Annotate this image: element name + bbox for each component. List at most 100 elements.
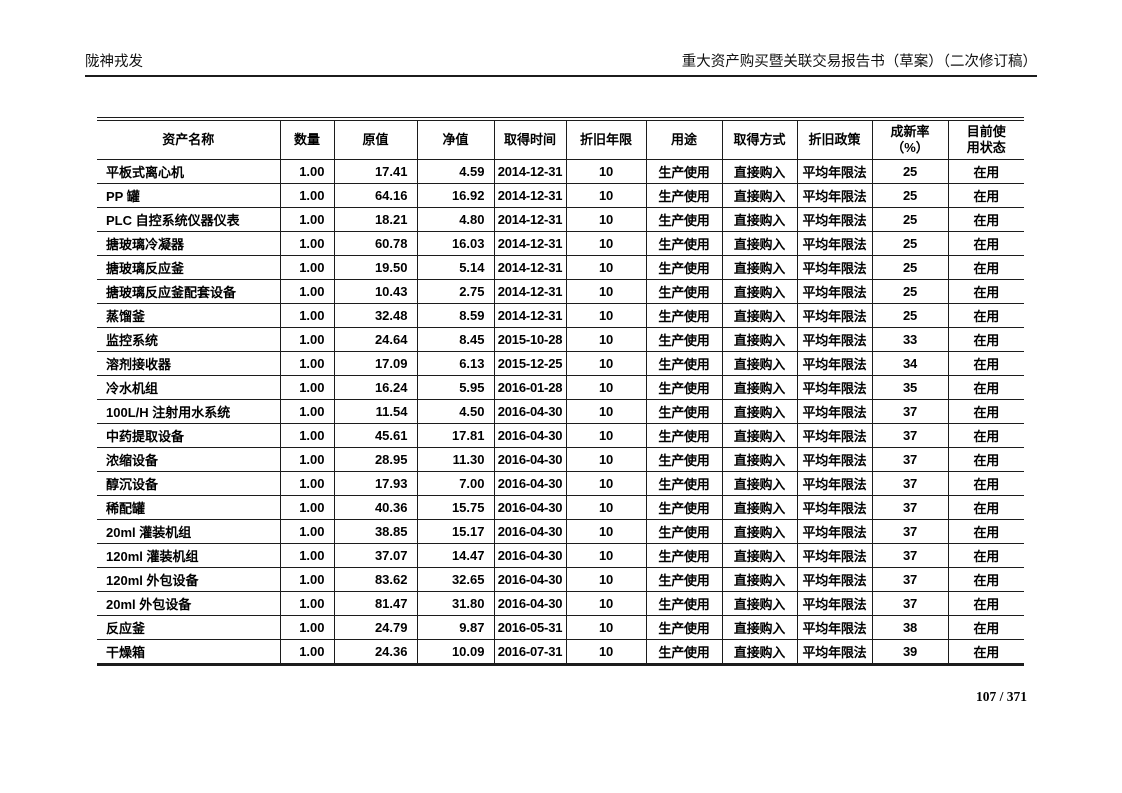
cell-orig: 83.62 [333, 566, 417, 591]
cell-method: 直接购入 [721, 638, 797, 663]
cell-policy: 平均年限法 [796, 278, 872, 303]
cell-status: 在用 [947, 230, 1024, 255]
cell-rate: 25 [871, 278, 948, 303]
cell-name: 稀配罐 [97, 494, 280, 519]
cell-method: 直接购入 [721, 398, 797, 423]
cell-qty: 1.00 [279, 302, 334, 327]
col-header-acq-method: 取得方式 [721, 121, 797, 159]
cell-status: 在用 [947, 638, 1024, 663]
cell-method: 直接购入 [721, 230, 797, 255]
cell-rate: 37 [871, 470, 948, 495]
cell-orig: 17.09 [333, 350, 417, 375]
cell-status: 在用 [947, 206, 1024, 231]
table-row: 20ml 灌装机组 1.00 38.85 15.17 2016-04-30 10 生产使用直… [97, 518, 1024, 543]
asset-table-body: 平板式离心机 1.00 17.41 4.59 2014-12-31 10 生产使用 直接购入平… [97, 158, 1024, 663]
col-header-status: 目前使 用状态 [947, 121, 1024, 159]
cell-status: 在用 [947, 350, 1024, 375]
cell-net: 32.65 [416, 566, 494, 591]
cell-policy: 平均年限法 [796, 542, 872, 567]
cell-years: 10 [565, 614, 646, 639]
cell-rate: 25 [871, 230, 948, 255]
cell-rate: 25 [871, 182, 948, 207]
cell-usage: 生产使用 [645, 614, 722, 639]
page-number: 107 / 371 [975, 689, 1027, 704]
table-row: PLC 自控系统仪器仪表 1.00 18.21 4.80 2014-12-31 10 生产使… [97, 206, 1024, 231]
cell-usage: 生产使用 [645, 374, 722, 399]
cell-status: 在用 [947, 614, 1024, 639]
cell-status: 在用 [947, 590, 1024, 615]
table-row: 监控系统 1.00 24.64 8.45 2015-10-28 10 生产使用 直接购入 平均年… [97, 326, 1024, 351]
table-row: 平板式离心机 1.00 17.41 4.59 2014-12-31 10 生产使用 直接购入平… [97, 158, 1024, 183]
cell-status: 在用 [947, 374, 1024, 399]
cell-policy: 平均年限法 [796, 230, 872, 255]
cell-name: 20ml 外包设备 [97, 590, 280, 615]
cell-orig: 45.61 [333, 422, 417, 447]
cell-years: 10 [565, 350, 646, 375]
cell-name: 反应釜 [97, 614, 280, 639]
cell-name: 中药提取设备 [97, 422, 280, 447]
cell-rate: 39 [871, 638, 948, 663]
cell-orig: 37.07 [333, 542, 417, 567]
col-header-new-rate: 成新率 （%） [871, 121, 948, 159]
cell-usage: 生产使用 [645, 446, 722, 471]
cell-orig: 81.47 [333, 590, 417, 615]
cell-policy: 平均年限法 [796, 518, 872, 543]
cell-method: 直接购入 [721, 422, 797, 447]
cell-policy: 平均年限法 [796, 398, 872, 423]
cell-qty: 1.00 [279, 566, 334, 591]
running-header: 陇神戎发 重大资产购买暨关联交易报告书（草案）（二次修订稿） [85, 50, 1037, 77]
cell-method: 直接购入 [721, 302, 797, 327]
cell-qty: 1.00 [279, 230, 334, 255]
cell-date: 2016-04-30 [493, 422, 566, 447]
cell-name: 醇沉设备 [97, 470, 280, 495]
cell-qty: 1.00 [279, 254, 334, 279]
col-header-usage: 用途 [645, 121, 722, 159]
cell-net: 4.59 [416, 158, 494, 183]
cell-orig: 16.24 [333, 374, 417, 399]
cell-policy: 平均年限法 [796, 254, 872, 279]
cell-rate: 35 [871, 374, 948, 399]
table-row: 搪玻璃反应釜 1.00 19.50 5.14 2014-12-31 10 生产使用 直接购入平… [97, 254, 1024, 279]
cell-orig: 64.16 [333, 182, 417, 207]
cell-net: 17.81 [416, 422, 494, 447]
cell-years: 10 [565, 446, 646, 471]
cell-years: 10 [565, 398, 646, 423]
cell-status: 在用 [947, 518, 1024, 543]
cell-policy: 平均年限法 [796, 638, 872, 663]
cell-usage: 生产使用 [645, 422, 722, 447]
table-row: 搪玻璃反应釜配套设备 1.00 10.43 2.75 2014-12-31 10 生产使用直… [97, 278, 1024, 303]
cell-policy: 平均年限法 [796, 374, 872, 399]
cell-date: 2016-04-30 [493, 590, 566, 615]
cell-orig: 38.85 [333, 518, 417, 543]
cell-usage: 生产使用 [645, 566, 722, 591]
cell-orig: 60.78 [333, 230, 417, 255]
cell-qty: 1.00 [279, 374, 334, 399]
cell-policy: 平均年限法 [796, 494, 872, 519]
cell-usage: 生产使用 [645, 590, 722, 615]
col-header-depr-years: 折旧年限 [565, 121, 646, 159]
cell-rate: 37 [871, 446, 948, 471]
cell-policy: 平均年限法 [796, 182, 872, 207]
cell-orig: 40.36 [333, 494, 417, 519]
header-row: 资产名称 数量 原值 净值 取得时间 折旧年限 用途 取得方式 折旧政策 成新率… [97, 121, 1024, 159]
cell-years: 10 [565, 470, 646, 495]
table-row: 冷水机组 1.00 16.24 5.95 2016-01-28 10 生产使用 直接购入 平均年… [97, 374, 1024, 399]
cell-qty: 1.00 [279, 326, 334, 351]
table-row: 120ml 灌装机组 1.00 37.07 14.47 2016-04-30 10 生产使用… [97, 542, 1024, 567]
cell-date: 2014-12-31 [493, 254, 566, 279]
cell-net: 15.17 [416, 518, 494, 543]
cell-qty: 1.00 [279, 182, 334, 207]
cell-qty: 1.00 [279, 158, 334, 183]
table-row: 中药提取设备 1.00 45.61 17.81 2016-04-30 10 生产使用 直接购入… [97, 422, 1024, 447]
cell-name: 100L/H 注射用水系统 [97, 398, 280, 423]
cell-rate: 25 [871, 302, 948, 327]
cell-method: 直接购入 [721, 254, 797, 279]
cell-name: 监控系统 [97, 326, 280, 351]
cell-rate: 37 [871, 494, 948, 519]
cell-usage: 生产使用 [645, 398, 722, 423]
cell-name: 120ml 外包设备 [97, 566, 280, 591]
cell-net: 31.80 [416, 590, 494, 615]
cell-rate: 34 [871, 350, 948, 375]
cell-name: 搪玻璃反应釜 [97, 254, 280, 279]
cell-date: 2016-04-30 [493, 542, 566, 567]
